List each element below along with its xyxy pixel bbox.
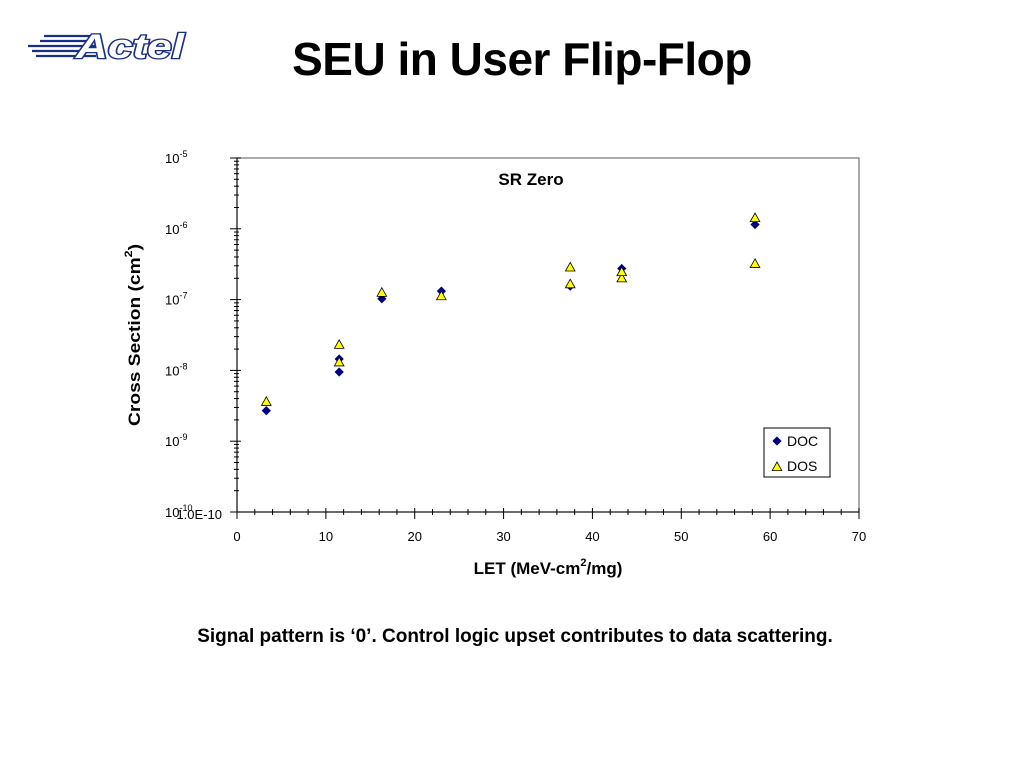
legend-marker-dos — [771, 461, 783, 471]
y-tick-label-exp: -5 — [179, 149, 187, 159]
y-tick-label-base: 10 — [165, 151, 179, 166]
x-tick-label: 10 — [319, 529, 333, 544]
y-tick-label: 10-6 — [165, 220, 187, 237]
data-point-dos — [376, 286, 388, 297]
x-axis-label-sup: 2 — [580, 557, 586, 569]
y-tick-label-base: 10 — [165, 434, 179, 449]
y-tick-label-exp: -7 — [179, 291, 187, 301]
x-ticks — [236, 508, 860, 519]
y-tick-label: 10-5 — [165, 149, 187, 166]
logo-wordmark: Actel — [75, 28, 186, 66]
y-tick-label: 10-9 — [165, 432, 187, 449]
legend-marker-doc — [772, 436, 782, 446]
x-tick-label: 40 — [585, 529, 599, 544]
x-tick-label: 50 — [674, 529, 688, 544]
y-extra-tick-label: 1.0E-10 — [176, 507, 222, 522]
y-tick-label: 10-10 — [165, 503, 192, 520]
y-tick-labels: 10-510-610-710-810-910-10 — [165, 149, 192, 520]
data-point-dos — [333, 356, 345, 367]
data-point-dos — [749, 258, 761, 268]
series-dos — [260, 212, 761, 406]
y-tick-label-exp: -8 — [179, 361, 187, 371]
y-tick-label-base: 10 — [165, 222, 179, 237]
data-point-dos — [260, 395, 272, 406]
data-point-dos — [333, 338, 345, 349]
y-major-ticks — [230, 157, 241, 513]
y-tick-label-base: 10 — [165, 293, 179, 308]
slide-caption: Signal pattern is ‘0’. Control logic ups… — [197, 626, 833, 647]
data-point-doc — [750, 219, 760, 230]
y-axis-label-main: Cross Section (cm — [125, 257, 144, 426]
actel-logo: Actel — [28, 27, 187, 67]
y-minor-ticks — [234, 160, 239, 492]
data-point-doc — [261, 406, 271, 416]
data-point-dos — [435, 290, 447, 301]
legend-label-dos: DOS — [787, 458, 817, 474]
data-point-dos — [564, 261, 576, 272]
data-point-doc — [334, 367, 344, 377]
x-tick-label: 60 — [763, 529, 777, 544]
y-tick-label: 10-7 — [165, 291, 187, 308]
x-tick-labels: 0 10 20 30 40 50 60 70 — [233, 529, 866, 544]
x-tick-label: 70 — [852, 529, 866, 544]
logo-speed-lines — [28, 34, 96, 58]
data-point-dos — [616, 272, 628, 283]
chart-title: SR Zero — [498, 170, 563, 189]
y-axis-label-sup: 2 — [123, 250, 135, 257]
x-tick-label: 20 — [407, 529, 421, 544]
data-point-dos — [564, 278, 576, 289]
y-tick-label: 10-8 — [165, 361, 187, 378]
x-tick-label: 30 — [496, 529, 510, 544]
legend: DOC DOS — [763, 427, 831, 478]
data-points — [260, 212, 761, 416]
x-axis-label-main: LET (MeV-cm — [474, 559, 581, 578]
x-tick-label: 0 — [233, 529, 240, 544]
data-point-dos — [616, 266, 628, 277]
y-tick-label-exp: -6 — [179, 220, 187, 230]
y-tick-label-exp: -10 — [179, 503, 192, 513]
x-axis-label-tail: /mg) — [586, 559, 622, 578]
y-axis-label-tail: ) — [125, 244, 144, 250]
y-tick-label-exp: -9 — [179, 432, 187, 442]
y-tick-label-base: 10 — [165, 363, 179, 378]
legend-label-doc: DOC — [787, 433, 818, 449]
y-axis-label: Cross Section (cm2) — [123, 244, 144, 426]
x-axis-label: LET (MeV-cm2/mg) — [474, 557, 623, 578]
data-point-dos — [749, 212, 761, 223]
slide-title: SEU in User Flip-Flop — [292, 33, 752, 85]
y-tick-label-base: 10 — [165, 505, 179, 520]
